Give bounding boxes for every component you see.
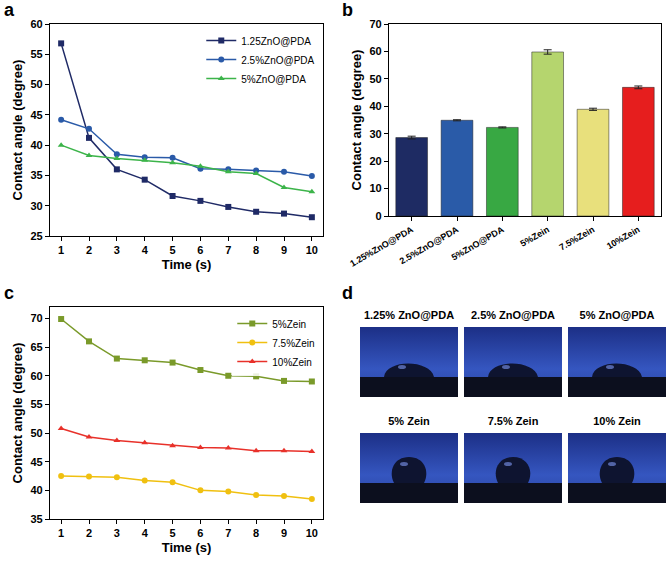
svg-text:Contact angle (degree): Contact angle (degree) bbox=[10, 60, 25, 201]
svg-text:60: 60 bbox=[30, 18, 42, 30]
svg-text:5%Zein: 5%Zein bbox=[272, 319, 306, 330]
svg-text:55: 55 bbox=[30, 48, 42, 60]
svg-text:6: 6 bbox=[197, 527, 203, 539]
html-text:2.5% ZnO@PDA: 2.5% ZnO@PDA bbox=[471, 309, 555, 321]
html-text:c: c bbox=[4, 283, 14, 303]
svg-text:30: 30 bbox=[30, 200, 42, 212]
svg-text:1: 1 bbox=[58, 244, 64, 256]
svg-text:7: 7 bbox=[225, 244, 231, 256]
svg-text:25: 25 bbox=[30, 230, 42, 242]
svg-text:Time (s): Time (s) bbox=[162, 540, 212, 555]
svg-text:2: 2 bbox=[86, 244, 92, 256]
svg-text:1.25%ZnO@PDA: 1.25%ZnO@PDA bbox=[348, 224, 415, 269]
svg-text:Contact angle (degree): Contact angle (degree) bbox=[10, 343, 25, 484]
svg-text:4: 4 bbox=[142, 527, 149, 539]
svg-text:4: 4 bbox=[142, 244, 149, 256]
svg-text:50: 50 bbox=[30, 427, 42, 439]
html-text:5% Zein: 5% Zein bbox=[388, 415, 430, 427]
svg-text:9: 9 bbox=[281, 527, 287, 539]
svg-text:30: 30 bbox=[369, 128, 381, 140]
svg-text:10: 10 bbox=[306, 244, 318, 256]
svg-text:5: 5 bbox=[170, 527, 176, 539]
svg-text:5%Zein: 5%Zein bbox=[519, 224, 551, 248]
svg-text:35: 35 bbox=[30, 513, 42, 525]
svg-text:60: 60 bbox=[369, 45, 381, 57]
svg-text:7: 7 bbox=[225, 527, 231, 539]
svg-text:60: 60 bbox=[30, 370, 42, 382]
svg-text:2.5%ZnO@PDA: 2.5%ZnO@PDA bbox=[241, 55, 314, 66]
svg-text:3: 3 bbox=[114, 527, 120, 539]
svg-text:40: 40 bbox=[369, 100, 381, 112]
svg-text:7.5%Zein: 7.5%Zein bbox=[557, 224, 596, 252]
svg-text:8: 8 bbox=[253, 527, 259, 539]
html-text:d: d bbox=[342, 283, 353, 303]
svg-text:2.5%ZnO@PDA: 2.5%ZnO@PDA bbox=[398, 224, 461, 266]
svg-text:1.25ZnO@PDA: 1.25ZnO@PDA bbox=[241, 36, 311, 47]
svg-text:0: 0 bbox=[376, 210, 382, 222]
svg-text:2: 2 bbox=[86, 527, 92, 539]
html-text:5% ZnO@PDA: 5% ZnO@PDA bbox=[579, 309, 655, 321]
svg-text:10%Zein: 10%Zein bbox=[272, 357, 311, 368]
html-text:10% Zein: 10% Zein bbox=[593, 415, 641, 427]
svg-text:9: 9 bbox=[281, 244, 287, 256]
svg-text:Time (s): Time (s) bbox=[162, 257, 212, 272]
svg-text:3: 3 bbox=[114, 244, 120, 256]
svg-text:50: 50 bbox=[30, 78, 42, 90]
html-text:7.5% Zein: 7.5% Zein bbox=[487, 415, 539, 427]
svg-text:10%Zein: 10%Zein bbox=[605, 224, 642, 251]
svg-text:6: 6 bbox=[197, 244, 203, 256]
svg-text:1: 1 bbox=[58, 527, 64, 539]
html-text:1.25% ZnO@PDA: 1.25% ZnO@PDA bbox=[363, 309, 455, 321]
svg-text:8: 8 bbox=[253, 244, 259, 256]
svg-text:55: 55 bbox=[30, 398, 42, 410]
svg-text:10: 10 bbox=[369, 182, 381, 194]
svg-text:40: 40 bbox=[30, 139, 42, 151]
svg-text:35: 35 bbox=[30, 169, 42, 181]
svg-text:Contact angle (degree): Contact angle (degree) bbox=[349, 50, 364, 191]
svg-text:65: 65 bbox=[30, 341, 42, 353]
svg-text:40: 40 bbox=[30, 484, 42, 496]
html-text:b: b bbox=[342, 0, 353, 20]
html-text:a: a bbox=[4, 0, 14, 20]
svg-text:5: 5 bbox=[170, 244, 176, 256]
svg-text:7.5%Zein: 7.5%Zein bbox=[272, 338, 314, 349]
svg-text:50: 50 bbox=[369, 73, 381, 85]
svg-text:20: 20 bbox=[369, 155, 381, 167]
svg-text:45: 45 bbox=[30, 456, 42, 468]
svg-text:70: 70 bbox=[369, 18, 381, 30]
svg-text:5%ZnO@PDA: 5%ZnO@PDA bbox=[450, 224, 506, 262]
svg-text:70: 70 bbox=[30, 312, 42, 324]
svg-text:10: 10 bbox=[306, 527, 318, 539]
svg-text:5%ZnO@PDA: 5%ZnO@PDA bbox=[241, 74, 306, 85]
svg-text:45: 45 bbox=[30, 109, 42, 121]
